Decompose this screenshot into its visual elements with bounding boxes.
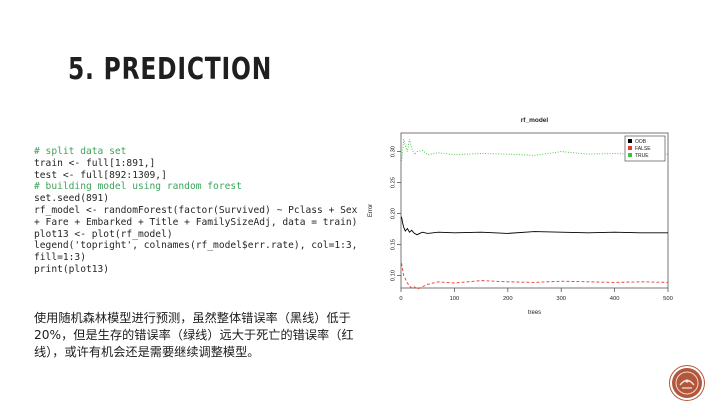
plot-frame bbox=[400, 132, 669, 289]
legend-label: FALSE bbox=[635, 146, 651, 152]
description-text: 使用随机森林模型进行预测，虽然整体错误率（黑线）低于20%，但是生存的错误率（绿… bbox=[34, 311, 354, 359]
code-block: # split data set train <- full[1:891,] t… bbox=[34, 146, 364, 276]
y-axis-label: Error bbox=[368, 204, 374, 217]
x-axis-label: trees bbox=[528, 310, 541, 316]
code-line: train <- full[1:891,] bbox=[34, 157, 156, 169]
legend-label: OOB bbox=[635, 139, 647, 145]
y-tick-label: 0.20 bbox=[391, 208, 397, 219]
series-line-oob bbox=[401, 216, 668, 236]
code-line: test <- full[892:1309,] bbox=[34, 169, 167, 181]
y-tick-label: 0.25 bbox=[391, 177, 397, 188]
logo-badge-icon bbox=[672, 368, 702, 398]
x-tick-label: 300 bbox=[556, 296, 566, 302]
y-tick-label: 0.30 bbox=[391, 146, 397, 157]
y-tick-label: 0.15 bbox=[391, 239, 397, 250]
code-line: legend('topright', colnames(rf_model$err… bbox=[34, 240, 364, 264]
x-tick-label: 0 bbox=[399, 296, 402, 302]
x-tick-label: 500 bbox=[663, 296, 673, 302]
series-line-false bbox=[401, 263, 669, 290]
series-line-true bbox=[401, 139, 669, 161]
x-tick-label: 200 bbox=[503, 296, 513, 302]
code-comment-line: # building model using random forest bbox=[34, 181, 242, 193]
chart-title: rf_model bbox=[521, 117, 549, 124]
legend-swatch-false bbox=[628, 146, 632, 150]
code-line: print(plot13) bbox=[34, 263, 110, 275]
code-line: plot13 <- plot(rf_model) bbox=[34, 228, 173, 240]
code-line: set.seed(891) bbox=[34, 193, 110, 205]
legend-swatch-oob bbox=[628, 139, 632, 143]
code-comment-line: # split data set bbox=[34, 146, 127, 157]
code-line: rf_model <- randomForest(factor(Survived… bbox=[34, 204, 364, 228]
legend-label: TRUE bbox=[635, 153, 649, 159]
y-tick-label: 0.10 bbox=[391, 270, 397, 281]
x-tick-label: 400 bbox=[610, 296, 620, 302]
legend-swatch-true bbox=[628, 153, 632, 157]
slide-title: 5. PREDICTION bbox=[68, 52, 273, 87]
x-tick-label: 100 bbox=[450, 296, 460, 302]
